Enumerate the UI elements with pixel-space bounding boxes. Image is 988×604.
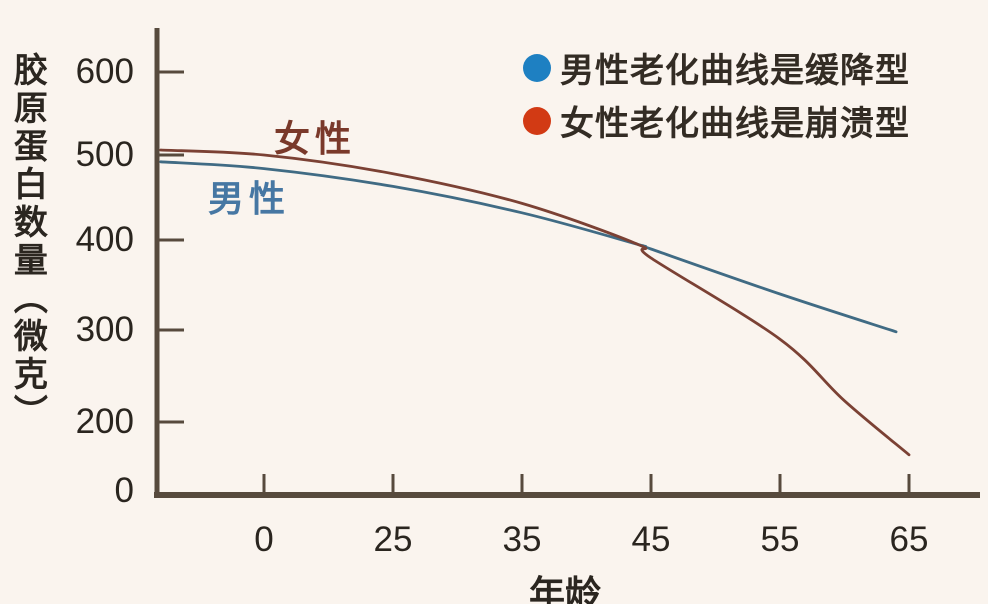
- y-tick-label: 0: [114, 471, 134, 510]
- male-curve: [159, 160, 898, 334]
- y-axis-title: 胶原蛋白数量（微克）: [8, 52, 47, 432]
- x-tick-label: 35: [502, 520, 542, 559]
- legend-item-male: 男性老化曲线是缓降型: [523, 43, 910, 92]
- y-tick-label: 400: [75, 220, 134, 259]
- female-curve: [159, 148, 911, 457]
- y-tick-label: 300: [75, 310, 134, 349]
- x-tick-label: 25: [373, 520, 413, 559]
- y-tick-label: 600: [75, 52, 134, 91]
- x-axis-title: 年龄: [528, 573, 602, 604]
- legend-dot-female-icon: [523, 106, 551, 135]
- legend-item-female: 女性老化曲线是崩溃型: [523, 96, 910, 145]
- curve-label-female: 女性: [274, 118, 357, 159]
- x-tick-label: 55: [760, 520, 800, 559]
- x-tick-label: 0: [254, 520, 274, 559]
- curve-label-male: 男性: [208, 178, 291, 219]
- x-tick-label: 45: [631, 520, 671, 559]
- y-tick-label: 500: [75, 135, 134, 174]
- legend-label-female: 女性老化曲线是崩溃型: [560, 105, 910, 143]
- x-tick-label: 65: [889, 520, 929, 559]
- legend-label-male: 男性老化曲线是缓降型: [560, 52, 910, 90]
- y-tick-label: 200: [75, 402, 134, 441]
- legend-dot-male-icon: [523, 53, 551, 82]
